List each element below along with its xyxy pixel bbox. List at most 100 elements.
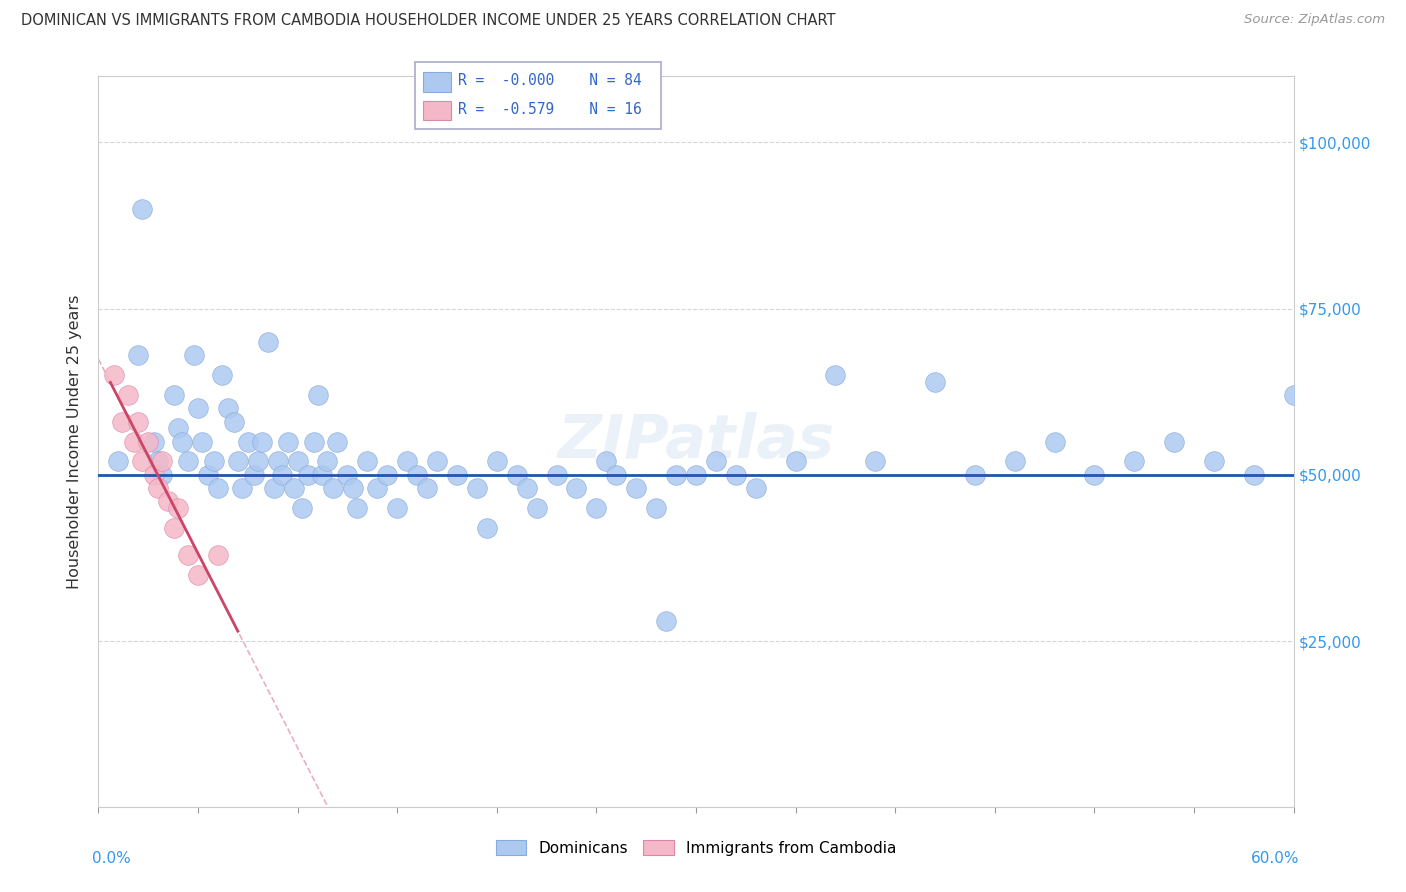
Point [406,467,429,482]
Text: 60.0%: 60.0% [1251,851,1299,866]
Point [565,481,588,495]
Point [291,501,314,516]
Point [107,454,129,468]
Point [127,415,149,429]
Point [665,467,688,482]
Point [1123,454,1146,468]
Point [385,501,409,516]
Text: 0.0%: 0.0% [93,851,131,866]
Point [506,467,529,482]
Point [263,481,285,495]
Point [127,348,149,362]
Point [311,467,333,482]
Point [1163,434,1185,449]
Point [516,481,538,495]
Legend: Dominicans, Immigrants from Cambodia: Dominicans, Immigrants from Cambodia [489,834,903,862]
Point [207,481,229,495]
Point [267,454,290,468]
Point [336,467,359,482]
Point [177,548,200,562]
Point [103,368,125,382]
Point [207,548,229,562]
Point [316,454,339,468]
Point [526,501,548,516]
Point [375,467,398,482]
Point [202,454,225,468]
Point [250,434,273,449]
Point [685,467,707,482]
Point [183,348,205,362]
Point [302,434,325,449]
Point [307,388,329,402]
Text: Source: ZipAtlas.com: Source: ZipAtlas.com [1244,13,1385,27]
Point [396,454,419,468]
Text: DOMINICAN VS IMMIGRANTS FROM CAMBODIA HOUSEHOLDER INCOME UNDER 25 YEARS CORRELAT: DOMINICAN VS IMMIGRANTS FROM CAMBODIA HO… [21,13,835,29]
Point [211,368,233,382]
Point [197,467,219,482]
Point [426,454,449,468]
Point [131,202,153,216]
Point [322,481,344,495]
Point [626,481,648,495]
Point [446,467,468,482]
Point [824,368,846,382]
Point [724,467,747,482]
Point [167,421,190,435]
Point [1282,388,1305,402]
Point [256,334,278,349]
Point [163,521,186,535]
Point [111,415,134,429]
Point [366,481,388,495]
Point [148,454,170,468]
Point [157,494,180,508]
Point [217,401,239,416]
Point [346,501,368,516]
Point [475,521,498,535]
Point [231,481,253,495]
Point [136,434,159,449]
Point [187,567,209,582]
Point [416,481,439,495]
Point [595,454,617,468]
Point [326,434,349,449]
Point [222,415,245,429]
Point [226,454,249,468]
Point [124,434,146,449]
Point [1243,467,1265,482]
Point [465,481,488,495]
Text: R =  -0.579    N = 16: R = -0.579 N = 16 [458,103,643,117]
Point [172,434,194,449]
Point [963,467,986,482]
Point [143,434,166,449]
Point [546,467,568,482]
Point [1004,454,1026,468]
Point [191,434,214,449]
Point [605,467,627,482]
Point [177,454,200,468]
Point [1202,454,1225,468]
Point [485,454,508,468]
Point [148,481,170,495]
Y-axis label: Householder Income Under 25 years: Householder Income Under 25 years [67,294,83,589]
Point [283,481,305,495]
Point [287,454,309,468]
Point [1043,434,1066,449]
Point [1083,467,1105,482]
Point [117,388,139,402]
Point [167,501,190,516]
Point [655,614,678,628]
Point [236,434,259,449]
Point [342,481,364,495]
Point [246,454,269,468]
Point [356,454,378,468]
Point [131,454,153,468]
Point [270,467,292,482]
Text: ZIPatlas: ZIPatlas [557,412,835,471]
Point [187,401,209,416]
Point [785,454,807,468]
Point [150,467,173,482]
Point [924,375,946,389]
Point [150,454,173,468]
Point [143,467,166,482]
Point [277,434,299,449]
